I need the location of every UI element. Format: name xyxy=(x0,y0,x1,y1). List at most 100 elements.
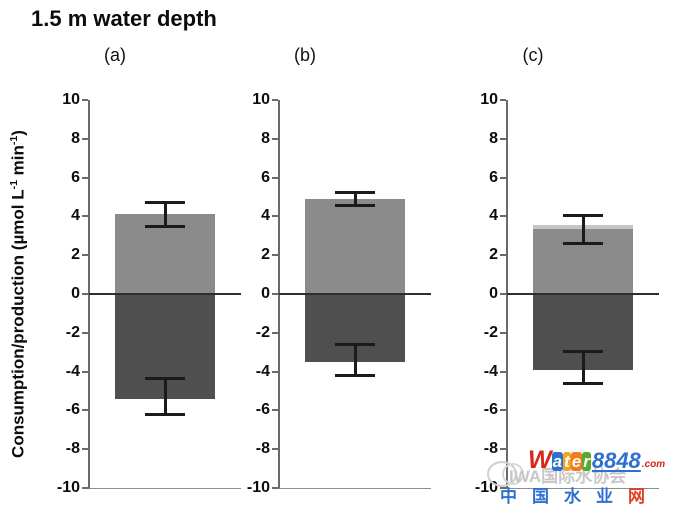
error-bar-line xyxy=(163,377,167,417)
y-tick-mark xyxy=(272,137,278,140)
production-bar xyxy=(305,198,405,294)
panel-c: (c) 10 8 6 4 2 0 -2 -4 -6 -8 -10 xyxy=(468,45,660,507)
error-bar-cap-top xyxy=(335,342,375,346)
y-tick-label: 0 xyxy=(489,285,498,302)
y-axis-label-part: ) xyxy=(8,130,28,136)
y-tick-mark xyxy=(500,137,506,140)
bottom-axis-line xyxy=(507,488,659,489)
y-tick-mark xyxy=(82,370,88,373)
y-tick-mark xyxy=(500,487,506,489)
consumption-error-bar xyxy=(145,377,185,417)
y-tick-mark xyxy=(272,293,278,295)
bottom-axis-line xyxy=(279,488,431,489)
panel-c-plot: 10 8 6 4 2 0 -2 -4 -6 -8 -10 xyxy=(475,91,659,496)
y-tick-mark xyxy=(500,370,506,373)
error-bar-cap-top xyxy=(145,377,185,381)
y-tick-mark xyxy=(272,254,278,257)
y-tick-mark xyxy=(272,448,278,451)
y-axis-label-part: min xyxy=(8,145,28,181)
y-tick-mark xyxy=(82,99,88,101)
y-tick-label: 6 xyxy=(71,168,80,186)
watermark-brand-letter: W xyxy=(528,446,552,474)
error-bar-cap-top xyxy=(563,350,603,354)
consumption-error-bar xyxy=(563,350,603,386)
y-tick-mark xyxy=(500,448,506,451)
watermark-brand-letter: .com xyxy=(641,459,666,470)
watermark-chinese-site-name: 中国水业网 xyxy=(500,482,645,507)
y-tick-label: -4 xyxy=(483,362,498,380)
error-bar-line xyxy=(353,342,357,378)
zero-line xyxy=(279,293,431,295)
y-tick-mark xyxy=(500,409,506,412)
y-tick-mark xyxy=(82,293,88,295)
y-tick-mark xyxy=(500,254,506,257)
y-tick-mark xyxy=(500,293,506,295)
y-tick-mark xyxy=(272,487,278,489)
y-tick-label: 4 xyxy=(489,207,498,225)
y-tick-mark xyxy=(82,176,88,179)
panel-b-plot: 10 8 6 4 2 0 -2 -4 -6 -8 -10 xyxy=(247,91,431,496)
y-tick-label: 0 xyxy=(261,285,270,302)
y-tick-label: 2 xyxy=(71,246,80,264)
panel-c-label: (c) xyxy=(522,45,544,65)
watermark-chinese-char: 网 xyxy=(628,487,645,506)
y-tick-label: -6 xyxy=(255,401,270,419)
y-tick-label: 2 xyxy=(261,246,270,264)
error-bar-cap-top xyxy=(145,200,185,204)
y-tick-label: 6 xyxy=(261,168,270,186)
y-tick-label: -8 xyxy=(65,440,80,458)
y-tick-label: -6 xyxy=(483,401,498,419)
y-tick-label: -4 xyxy=(65,362,80,380)
y-tick-label: 0 xyxy=(71,285,80,302)
y-tick-mark xyxy=(82,448,88,451)
y-tick-mark xyxy=(82,215,88,218)
error-bar-cap-top xyxy=(563,214,603,218)
zero-line xyxy=(507,293,659,295)
bottom-axis-line xyxy=(89,488,241,489)
watermark-association-text: IWA国际水协会 xyxy=(509,467,627,486)
y-tick-label: 4 xyxy=(71,207,80,225)
error-bar-line xyxy=(163,200,167,229)
y-tick-label: -2 xyxy=(483,323,498,341)
error-bar-line xyxy=(581,350,585,386)
watermark-brand-letter: a xyxy=(551,452,564,471)
y-tick-mark xyxy=(272,331,278,334)
y-tick-label: 2 xyxy=(489,246,498,264)
y-tick-mark xyxy=(82,487,88,489)
y-tick-mark xyxy=(272,370,278,373)
panel-b: (b) 10 8 6 4 2 0 -2 -4 -6 -8 -10 xyxy=(240,45,432,507)
y-axis-label-part: -1 xyxy=(8,135,20,146)
error-bar-cap-bottom xyxy=(563,242,603,246)
watermark-chinese-char: 中 xyxy=(500,487,517,506)
production-error-bar xyxy=(563,214,603,246)
watermark-chinese-char: 业 xyxy=(596,487,613,506)
panel-a: (a) 10 8 6 4 2 0 -2 -4 -6 -8 -10 xyxy=(50,45,242,507)
y-axis-label: Consumption/production (µmol L-1 min-1) xyxy=(8,79,30,507)
y-tick-mark xyxy=(272,99,278,101)
production-error-bar xyxy=(335,191,375,207)
y-tick-label: -4 xyxy=(255,362,270,380)
y-tick-label: -10 xyxy=(56,479,80,496)
y-tick-label: 6 xyxy=(489,168,498,186)
error-bar-line xyxy=(353,191,357,207)
watermark-brand-letter: r xyxy=(582,452,591,471)
y-tick-label: 10 xyxy=(62,91,80,108)
y-tick-label: -8 xyxy=(255,440,270,458)
y-tick-mark xyxy=(500,99,506,101)
zero-line xyxy=(89,293,241,295)
y-tick-mark xyxy=(272,409,278,412)
y-tick-label: 4 xyxy=(261,207,270,225)
watermark-brand-letter: t xyxy=(563,452,571,471)
figure-title: 1.5 m water depth xyxy=(31,6,217,31)
y-tick-label: 8 xyxy=(71,129,80,147)
y-tick-mark xyxy=(82,137,88,140)
error-bar-cap-bottom xyxy=(563,382,603,386)
watermark-chinese-char: 国 xyxy=(532,487,549,506)
watermark-logo-ring-icon xyxy=(502,463,524,485)
y-tick-label: -6 xyxy=(65,401,80,419)
error-bar-cap-top xyxy=(335,191,375,195)
y-tick-label: 10 xyxy=(480,91,498,108)
y-tick-mark xyxy=(500,176,506,179)
y-tick-mark xyxy=(272,176,278,179)
